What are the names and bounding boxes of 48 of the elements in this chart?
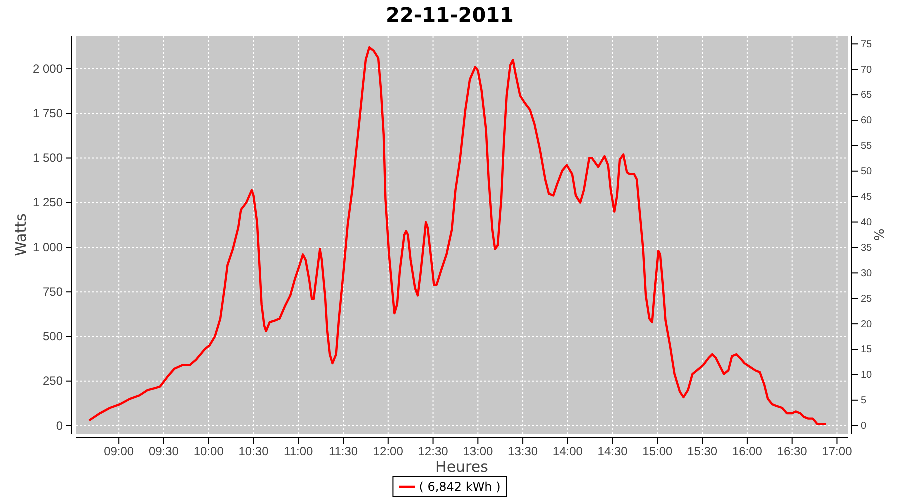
y2-tick-label: 55 (861, 141, 873, 152)
x-tick-label: 10:00 (194, 444, 224, 459)
y2-tick-label: 25 (861, 294, 873, 305)
y-tick-label: 1 500 (32, 151, 64, 166)
x-tick-label: 14:30 (598, 444, 628, 459)
y2-tick-label: 0 (861, 421, 867, 432)
y2-tick-label: 50 (861, 166, 873, 178)
x-tick-label: 09:30 (148, 444, 180, 459)
y2-tick-label: 20 (861, 319, 873, 330)
x-tick-label: 12:00 (373, 444, 404, 459)
y2-tick-label: 35 (861, 242, 873, 254)
x-tick-label: 12:30 (418, 444, 449, 459)
y2-tick-label: 65 (861, 90, 873, 102)
x-tick-label: 17:00 (822, 444, 853, 459)
x-tick-label: 16:30 (777, 444, 808, 459)
y-tick-label: 1 000 (32, 240, 64, 254)
y2-tick-label: 60 (861, 116, 873, 127)
x-tick-label: 09:00 (104, 444, 134, 459)
y2-axis-title: % (873, 228, 888, 242)
y-tick-label: 750 (42, 284, 64, 299)
y2-tick-label: 70 (861, 64, 873, 76)
y-tick-label: 1 750 (32, 106, 64, 120)
chart-title: 22-11-2011 (386, 3, 514, 27)
y2-tick-label: 10 (861, 370, 873, 382)
y2-tick-label: 15 (861, 344, 873, 356)
x-tick-label: 15:30 (688, 444, 718, 459)
x-tick-label: 14:00 (552, 444, 584, 459)
y2-tick-label: 40 (861, 217, 873, 228)
y-tick-label: 1 250 (32, 196, 64, 210)
y2-tick-label: 45 (861, 192, 873, 204)
y-tick-label: 250 (42, 374, 64, 388)
x-tick-label: 15:00 (642, 444, 674, 459)
y2-tick-label: 30 (861, 268, 873, 280)
x-tick-label: 10:30 (238, 444, 270, 459)
y2-tick-label: 5 (861, 396, 867, 407)
x-tick-label: 11:00 (284, 444, 314, 459)
x-tick-label: 13:00 (463, 444, 494, 459)
x-tick-label: 11:30 (328, 444, 358, 459)
x-axis-title: Heures (436, 458, 489, 476)
y-tick-label: 0 (56, 418, 64, 433)
y-tick-label: 500 (42, 330, 64, 344)
y-axis-title: Watts (12, 214, 30, 256)
x-tick-label: 16:00 (732, 444, 763, 459)
line-series (88, 46, 828, 426)
x-tick-label: 13:30 (508, 444, 538, 459)
y-tick-label: 2 000 (32, 62, 64, 76)
y2-tick-label: 75 (861, 39, 873, 50)
legend-label: ( 6,842 kWh ) (419, 480, 501, 494)
